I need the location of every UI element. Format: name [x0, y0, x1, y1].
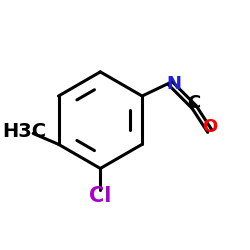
- Text: O: O: [202, 118, 218, 136]
- Text: H3C: H3C: [3, 122, 47, 141]
- Text: N: N: [167, 75, 182, 93]
- Text: Cl: Cl: [89, 186, 112, 206]
- Text: C: C: [188, 94, 201, 112]
